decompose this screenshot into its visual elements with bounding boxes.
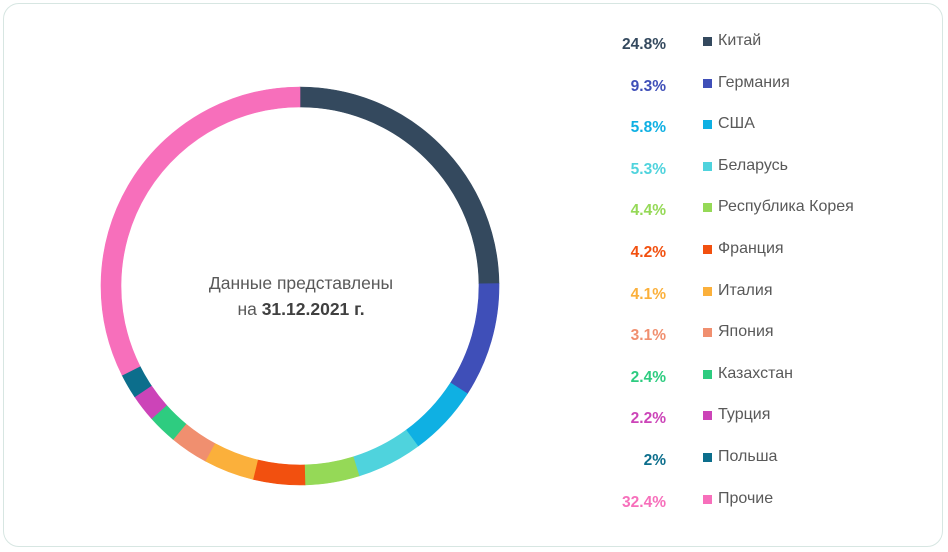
legend-value: 32.4% xyxy=(622,493,666,511)
donut-chart xyxy=(100,86,500,486)
legend-swatch xyxy=(703,286,712,296)
donut-slice-3[interactable] xyxy=(405,382,468,447)
center-label-line1: Данные представлены xyxy=(208,273,394,293)
donut-slice-5[interactable] xyxy=(304,456,360,486)
legend-value: 3.1% xyxy=(630,327,666,345)
donut-slice-2[interactable] xyxy=(450,283,500,395)
legend-item[interactable]: 2.4% Казахстан xyxy=(600,362,900,386)
legend-label: Китай xyxy=(718,32,762,49)
legend-value: 24.8% xyxy=(622,36,666,53)
legend-swatch xyxy=(703,120,712,130)
legend-label: Франция xyxy=(718,240,784,257)
legend-swatch xyxy=(703,328,712,338)
legend-swatch xyxy=(703,411,712,421)
center-label: Данные представлены на 31.12.2021 г. xyxy=(151,270,451,322)
legend-item[interactable]: 4.4% Республика Корея xyxy=(600,195,900,219)
legend-item[interactable]: 9.3% Германия xyxy=(600,71,900,95)
legend-item[interactable]: 24.8% Китай xyxy=(600,29,900,53)
legend-item[interactable]: 3.1% Япония xyxy=(600,320,900,344)
chart-card xyxy=(3,3,943,547)
legend-label: Казахстан xyxy=(718,364,793,382)
donut-slice-1[interactable] xyxy=(299,86,500,285)
legend-label: Германия xyxy=(718,73,790,91)
legend-label: Япония xyxy=(718,323,774,341)
center-label-date: 31.12.2021 г. xyxy=(261,299,365,319)
legend-label: Республика Корея xyxy=(718,198,854,216)
legend-label: Прочие xyxy=(718,489,774,507)
legend-value: 5.3% xyxy=(630,160,666,178)
legend-item[interactable]: 2.2% Турция xyxy=(600,403,900,427)
legend-value: 4.1% xyxy=(630,285,666,303)
donut-slice-12[interactable] xyxy=(100,86,301,376)
legend-item[interactable]: 4.1% Италия xyxy=(600,279,900,303)
legend-value: 4.2% xyxy=(630,244,666,261)
legend-label: США xyxy=(718,115,755,133)
legend-swatch xyxy=(703,245,712,254)
donut-slice-4[interactable] xyxy=(352,429,419,477)
legend-value: 4.4% xyxy=(630,202,666,220)
legend-swatch xyxy=(703,161,712,171)
donut-slice-6[interactable] xyxy=(252,459,306,486)
legend-item[interactable]: 32.4% Прочие xyxy=(600,487,900,511)
legend-label: Польша xyxy=(718,448,778,465)
legend-swatch xyxy=(703,453,712,462)
donut-slice-7[interactable] xyxy=(204,442,259,480)
center-label-line2: на 31.12.2021 г. xyxy=(151,296,451,322)
legend-value: 9.3% xyxy=(630,77,666,95)
legend-swatch xyxy=(703,37,712,46)
legend-value: 5.8% xyxy=(630,119,666,137)
legend-value: 2.2% xyxy=(630,410,666,428)
legend-value: 2.4% xyxy=(630,368,666,386)
center-label-prefix: на xyxy=(237,299,262,319)
legend-item[interactable]: 5.3% Беларусь xyxy=(600,154,900,178)
legend-item[interactable]: 4.2% Франция xyxy=(600,237,900,261)
legend-value: 2% xyxy=(643,452,666,469)
legend-label: Беларусь xyxy=(718,156,788,174)
legend-swatch xyxy=(703,494,712,504)
legend-label: Италия xyxy=(718,281,773,299)
legend-item[interactable]: 2% Польша xyxy=(600,445,900,469)
legend-swatch xyxy=(703,203,712,213)
legend-swatch xyxy=(703,78,712,88)
legend-swatch xyxy=(703,369,712,379)
legend-label: Турция xyxy=(718,406,771,424)
legend-item[interactable]: 5.8% США xyxy=(600,112,900,136)
